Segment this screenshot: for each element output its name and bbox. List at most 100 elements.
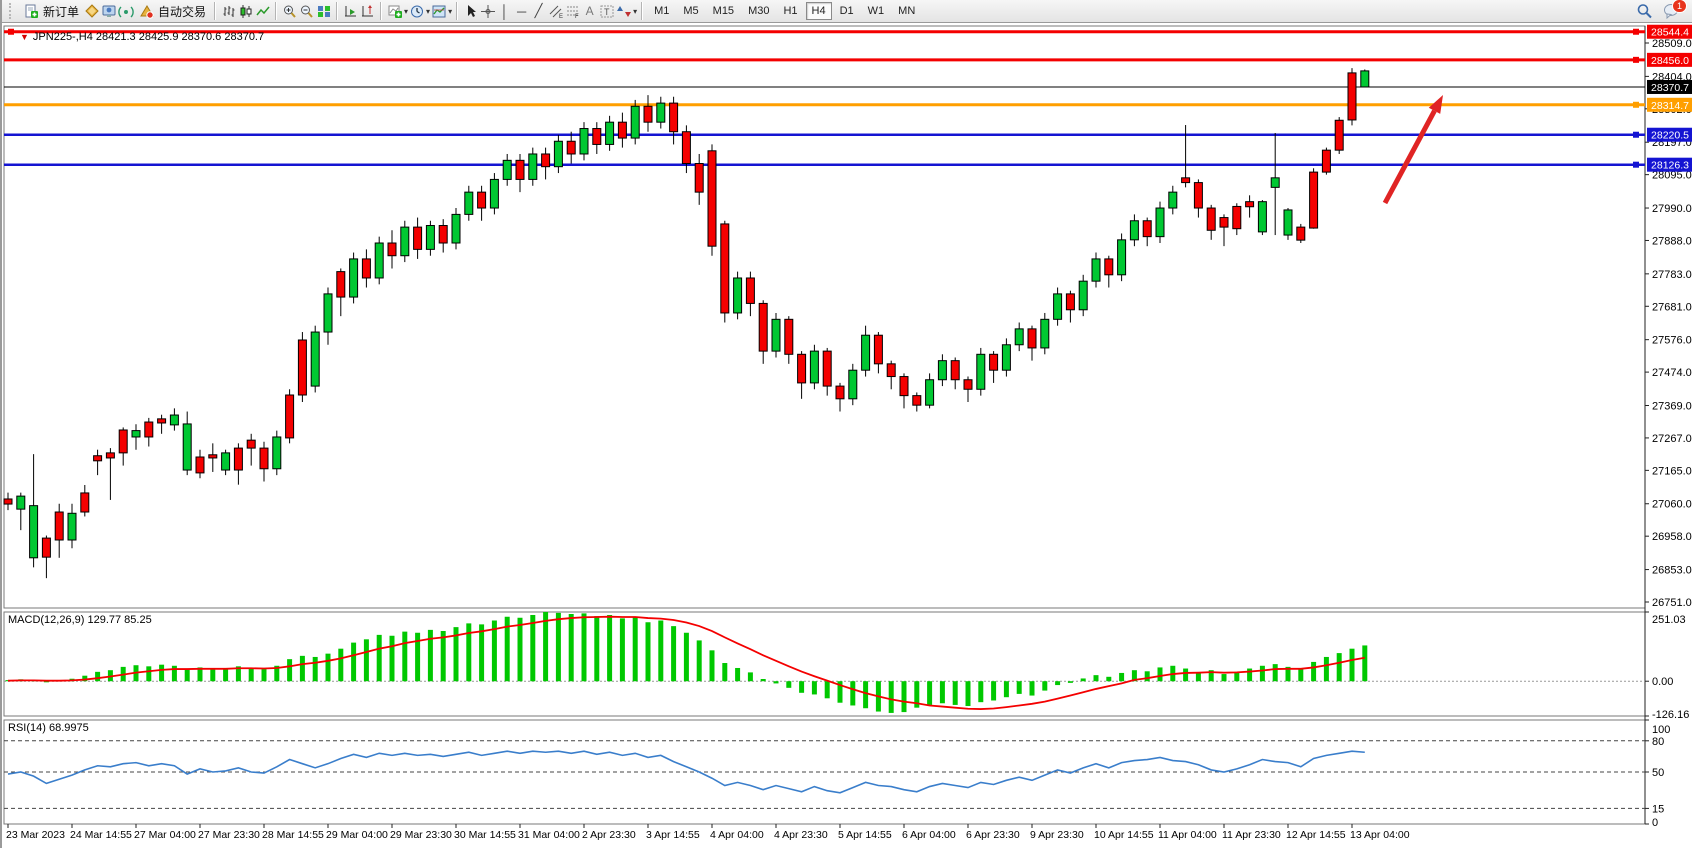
cursor-icon[interactable] <box>462 3 479 19</box>
svg-text:27165.0: 27165.0 <box>1652 465 1692 477</box>
timeframe-h4[interactable]: H4 <box>805 2 832 20</box>
market-icon[interactable] <box>83 3 100 19</box>
crosshair-icon[interactable] <box>479 3 496 19</box>
trend-arrow <box>1382 95 1443 205</box>
date-axis: 23 Mar 2023 24 Mar 14:55 27 Mar 04:00 27 Ma… <box>6 824 1410 841</box>
svg-text:6 Apr 23:30: 6 Apr 23:30 <box>966 829 1020 841</box>
svg-text:12 Apr 14:55: 12 Apr 14:55 <box>1286 829 1346 841</box>
rsi-indicator-label: RSI(14) 68.9975 <box>8 722 89 734</box>
expert-advisor-icon[interactable] <box>100 3 117 19</box>
timeframe-m5[interactable]: M5 <box>683 5 699 17</box>
svg-text:27888.0: 27888.0 <box>1652 235 1692 247</box>
svg-text:4 Apr 04:00: 4 Apr 04:00 <box>710 829 764 841</box>
svg-text:F: F <box>575 14 579 19</box>
svg-text:26751.0: 26751.0 <box>1652 597 1692 609</box>
symbol-marker-icon: ▼ <box>20 32 29 42</box>
timeframe-m1[interactable]: M1 <box>654 5 670 17</box>
auto-scroll-icon[interactable] <box>342 3 359 19</box>
timeframe-h1[interactable]: H1 <box>783 5 798 17</box>
timeframe-m30[interactable]: M30 <box>748 5 770 17</box>
tile-windows-icon[interactable] <box>315 3 332 19</box>
svg-text:5 Apr 14:55: 5 Apr 14:55 <box>838 829 892 841</box>
toolbar-grip <box>9 3 16 19</box>
level-lines <box>4 28 1645 168</box>
indicators-dropdown-arrow[interactable]: ▾ <box>404 6 409 16</box>
svg-text:26853.0: 26853.0 <box>1652 565 1692 577</box>
line-chart-icon[interactable] <box>254 3 271 19</box>
timeframe-mn[interactable]: MN <box>898 5 916 17</box>
bar-chart-icon[interactable] <box>220 3 237 19</box>
chat-icon[interactable]: 1 <box>1663 0 1687 19</box>
svg-text:31 Mar 04:00: 31 Mar 04:00 <box>518 829 580 841</box>
indicators-icon[interactable] <box>386 3 403 19</box>
chart-title-row: ▼ JPN225-,H4 28421.3 28425.9 28370.6 283… <box>20 31 264 43</box>
horizontal-line-icon[interactable]: ─ <box>516 3 527 19</box>
svg-text:28095.0: 28095.0 <box>1652 170 1692 182</box>
toolbar-separator <box>275 2 278 20</box>
price-label-boxes: 28544.4 28456.0 28314.7 28220.5 28126.3 28370… <box>1647 24 1692 172</box>
macd-layer: 251.03 0.00 -126.16 <box>4 611 1689 721</box>
svg-text:26958.0: 26958.0 <box>1652 531 1692 543</box>
svg-text:24 Mar 14:55: 24 Mar 14:55 <box>70 829 132 841</box>
fibonacci-icon[interactable]: F <box>564 3 581 19</box>
autotrade-label: 自动交易 <box>158 4 207 19</box>
text-icon[interactable]: A <box>585 4 594 18</box>
svg-text:28220.5: 28220.5 <box>1651 130 1689 142</box>
periods-icon[interactable] <box>408 3 425 19</box>
signals-icon[interactable] <box>117 3 134 19</box>
svg-text:28 Mar 14:55: 28 Mar 14:55 <box>262 829 324 841</box>
arrows-dropdown-arrow[interactable]: ▾ <box>633 6 638 16</box>
zoom-out-icon[interactable] <box>298 3 315 19</box>
timeframe-w1[interactable]: W1 <box>867 5 885 17</box>
svg-text:28314.7: 28314.7 <box>1651 100 1689 112</box>
svg-text:0.00: 0.00 <box>1652 676 1673 688</box>
svg-text:27681.0: 27681.0 <box>1652 301 1692 313</box>
svg-text:27 Mar 04:00: 27 Mar 04:00 <box>134 829 196 841</box>
label-icon[interactable]: T <box>598 3 615 19</box>
svg-text:E: E <box>559 14 563 19</box>
svg-text:28126.3: 28126.3 <box>1651 160 1689 172</box>
svg-text:2 Apr 23:30: 2 Apr 23:30 <box>582 829 636 841</box>
chart-title: JPN225-,H4 28421.3 28425.9 28370.6 28370… <box>32 31 265 43</box>
svg-text:27369.0: 27369.0 <box>1652 400 1692 412</box>
arrows-icon[interactable] <box>615 3 632 19</box>
svg-text:28544.4: 28544.4 <box>1651 27 1689 39</box>
price-axis: 28509.028404.028302.028197.028095.027990… <box>1645 38 1692 609</box>
svg-text:27783.0: 27783.0 <box>1652 269 1692 281</box>
templates-dropdown-arrow[interactable]: ▾ <box>448 6 453 16</box>
zoom-in-icon[interactable] <box>281 3 298 19</box>
templates-icon[interactable] <box>430 3 447 19</box>
svg-text:27990.0: 27990.0 <box>1652 203 1692 215</box>
macd-indicator-label: MACD(12,26,9) 129.77 85.25 <box>8 614 152 626</box>
svg-text:27 Mar 23:30: 27 Mar 23:30 <box>198 829 260 841</box>
svg-text:28509.0: 28509.0 <box>1652 38 1692 50</box>
svg-text:28370.7: 28370.7 <box>1651 82 1689 94</box>
svg-text:27267.0: 27267.0 <box>1652 433 1692 445</box>
new-order-label: 新订单 <box>43 4 80 19</box>
channel-icon[interactable]: E <box>547 3 564 19</box>
panel-frames <box>3 25 1646 825</box>
svg-text:30 Mar 14:55: 30 Mar 14:55 <box>454 829 516 841</box>
trendline-icon[interactable]: ╱ <box>534 3 543 18</box>
svg-text:50: 50 <box>1652 767 1664 779</box>
toolbar-separator <box>641 2 644 20</box>
new-order-button[interactable]: 新订单 <box>19 1 83 22</box>
timeframe-d1[interactable]: D1 <box>839 5 854 17</box>
svg-text:T: T <box>604 7 610 17</box>
svg-text:29 Mar 04:00: 29 Mar 04:00 <box>326 829 388 841</box>
search-icon[interactable] <box>1636 3 1653 19</box>
vertical-line-icon[interactable]: │ <box>500 3 509 19</box>
periods-dropdown-arrow[interactable]: ▾ <box>426 6 431 16</box>
svg-text:29 Mar 23:30: 29 Mar 23:30 <box>390 829 452 841</box>
chart-shift-icon[interactable] <box>359 3 376 19</box>
svg-text:27474.0: 27474.0 <box>1652 367 1692 379</box>
timeframe-m15[interactable]: M15 <box>712 5 735 17</box>
svg-text:11 Apr 23:30: 11 Apr 23:30 <box>1222 829 1281 841</box>
svg-text:10 Apr 14:55: 10 Apr 14:55 <box>1094 829 1154 841</box>
svg-text:3 Apr 14:55: 3 Apr 14:55 <box>646 829 700 841</box>
candle-chart-icon[interactable] <box>237 3 254 19</box>
autotrade-button[interactable]: 自动交易 <box>134 1 210 22</box>
